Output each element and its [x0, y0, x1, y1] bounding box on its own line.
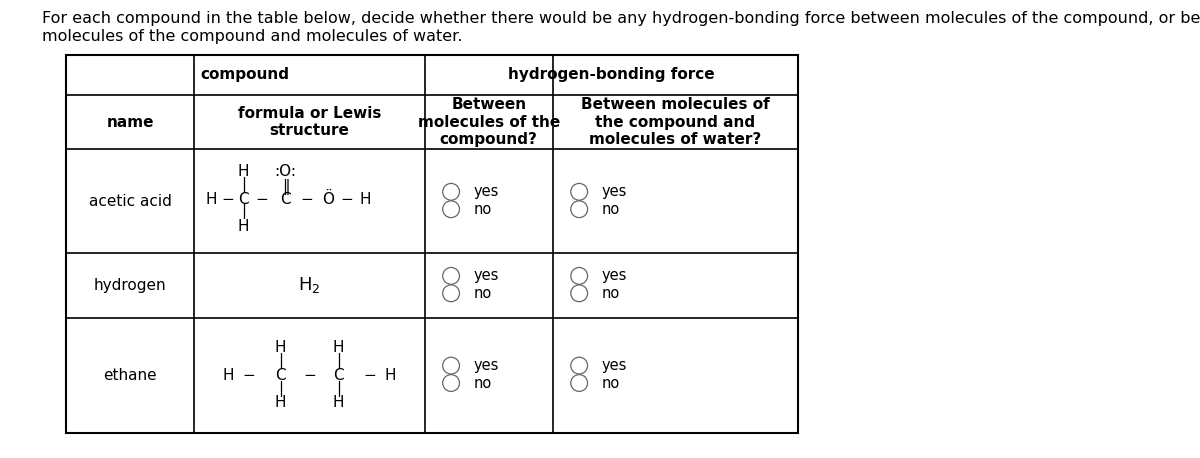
- Text: Between molecules of
the compound and
molecules of water?: Between molecules of the compound and mo…: [581, 97, 769, 147]
- Text: Ö: Ö: [322, 191, 334, 207]
- Text: For each compound in the table below, decide whether there would be any hydrogen: For each compound in the table below, de…: [42, 11, 1200, 44]
- Text: −: −: [304, 368, 316, 383]
- Text: yes: yes: [474, 358, 499, 373]
- Text: formula or Lewis
structure: formula or Lewis structure: [238, 106, 382, 138]
- Text: |: |: [336, 381, 341, 397]
- Text: yes: yes: [474, 184, 499, 199]
- Text: ethane: ethane: [103, 368, 157, 383]
- Text: no: no: [474, 376, 492, 391]
- Text: H: H: [238, 219, 250, 234]
- Text: H: H: [206, 191, 217, 207]
- Text: yes: yes: [602, 268, 628, 284]
- Text: compound: compound: [200, 67, 290, 82]
- Text: H: H: [238, 164, 250, 179]
- Text: −: −: [364, 368, 377, 383]
- Text: −: −: [242, 368, 256, 383]
- Text: |: |: [336, 354, 341, 370]
- Text: H: H: [332, 340, 344, 355]
- Text: $\mathregular{H_2}$: $\mathregular{H_2}$: [298, 275, 320, 295]
- Text: −: −: [221, 191, 234, 207]
- Text: −: −: [256, 191, 269, 207]
- Text: C: C: [275, 368, 286, 383]
- Text: ‖: ‖: [282, 179, 289, 195]
- Text: acetic acid: acetic acid: [89, 194, 172, 209]
- Text: −: −: [340, 191, 353, 207]
- Text: hydrogen: hydrogen: [94, 278, 167, 293]
- Text: Between
molecules of the
compound?: Between molecules of the compound?: [418, 97, 560, 147]
- Text: H: H: [359, 191, 371, 207]
- Text: C: C: [238, 191, 248, 207]
- Text: no: no: [474, 286, 492, 301]
- Text: C: C: [332, 368, 343, 383]
- Text: |: |: [278, 354, 283, 370]
- Text: |: |: [241, 203, 246, 219]
- Text: |: |: [241, 177, 246, 193]
- Text: H: H: [275, 340, 287, 355]
- Text: no: no: [602, 376, 620, 391]
- Text: H: H: [223, 368, 234, 383]
- Text: no: no: [602, 202, 620, 217]
- Text: yes: yes: [602, 358, 628, 373]
- Text: no: no: [602, 286, 620, 301]
- Text: H: H: [332, 395, 344, 410]
- Text: −: −: [300, 191, 313, 207]
- Text: H: H: [384, 368, 396, 383]
- Text: yes: yes: [602, 184, 628, 199]
- Text: yes: yes: [474, 268, 499, 284]
- Text: H: H: [275, 395, 287, 410]
- Text: name: name: [107, 114, 154, 130]
- Text: |: |: [278, 381, 283, 397]
- Text: no: no: [474, 202, 492, 217]
- Text: C: C: [281, 191, 290, 207]
- Text: hydrogen-bonding force: hydrogen-bonding force: [508, 67, 715, 82]
- Text: :O:: :O:: [275, 164, 296, 179]
